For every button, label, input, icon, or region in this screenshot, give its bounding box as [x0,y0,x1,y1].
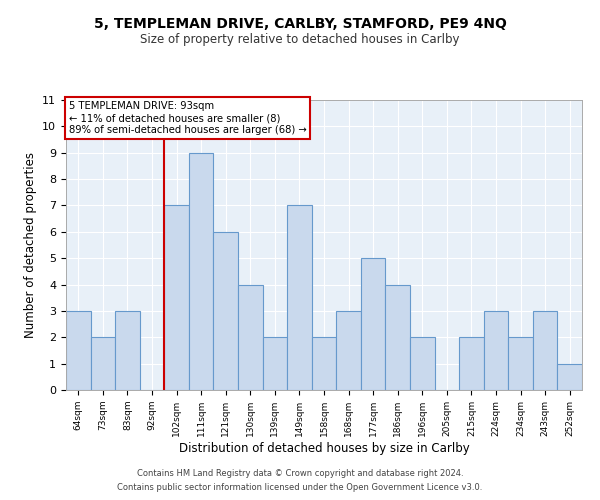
Y-axis label: Number of detached properties: Number of detached properties [24,152,37,338]
Bar [66,311,91,390]
Text: 5 TEMPLEMAN DRIVE: 93sqm
← 11% of detached houses are smaller (8)
89% of semi-de: 5 TEMPLEMAN DRIVE: 93sqm ← 11% of detach… [68,102,307,134]
Text: Contains public sector information licensed under the Open Government Licence v3: Contains public sector information licen… [118,484,482,492]
Bar [312,338,336,390]
Bar [189,152,214,390]
Text: Contains HM Land Registry data © Crown copyright and database right 2024.: Contains HM Land Registry data © Crown c… [137,468,463,477]
Bar [508,338,533,390]
Bar [263,338,287,390]
Bar [91,338,115,390]
Bar [238,284,263,390]
Bar [164,206,189,390]
Bar [533,311,557,390]
Bar [115,311,140,390]
Bar [287,206,312,390]
Bar [361,258,385,390]
Text: Size of property relative to detached houses in Carlby: Size of property relative to detached ho… [140,32,460,46]
Bar [557,364,582,390]
Bar [410,338,434,390]
X-axis label: Distribution of detached houses by size in Carlby: Distribution of detached houses by size … [179,442,469,454]
Bar [484,311,508,390]
Bar [459,338,484,390]
Bar [214,232,238,390]
Bar [385,284,410,390]
Text: 5, TEMPLEMAN DRIVE, CARLBY, STAMFORD, PE9 4NQ: 5, TEMPLEMAN DRIVE, CARLBY, STAMFORD, PE… [94,18,506,32]
Bar [336,311,361,390]
